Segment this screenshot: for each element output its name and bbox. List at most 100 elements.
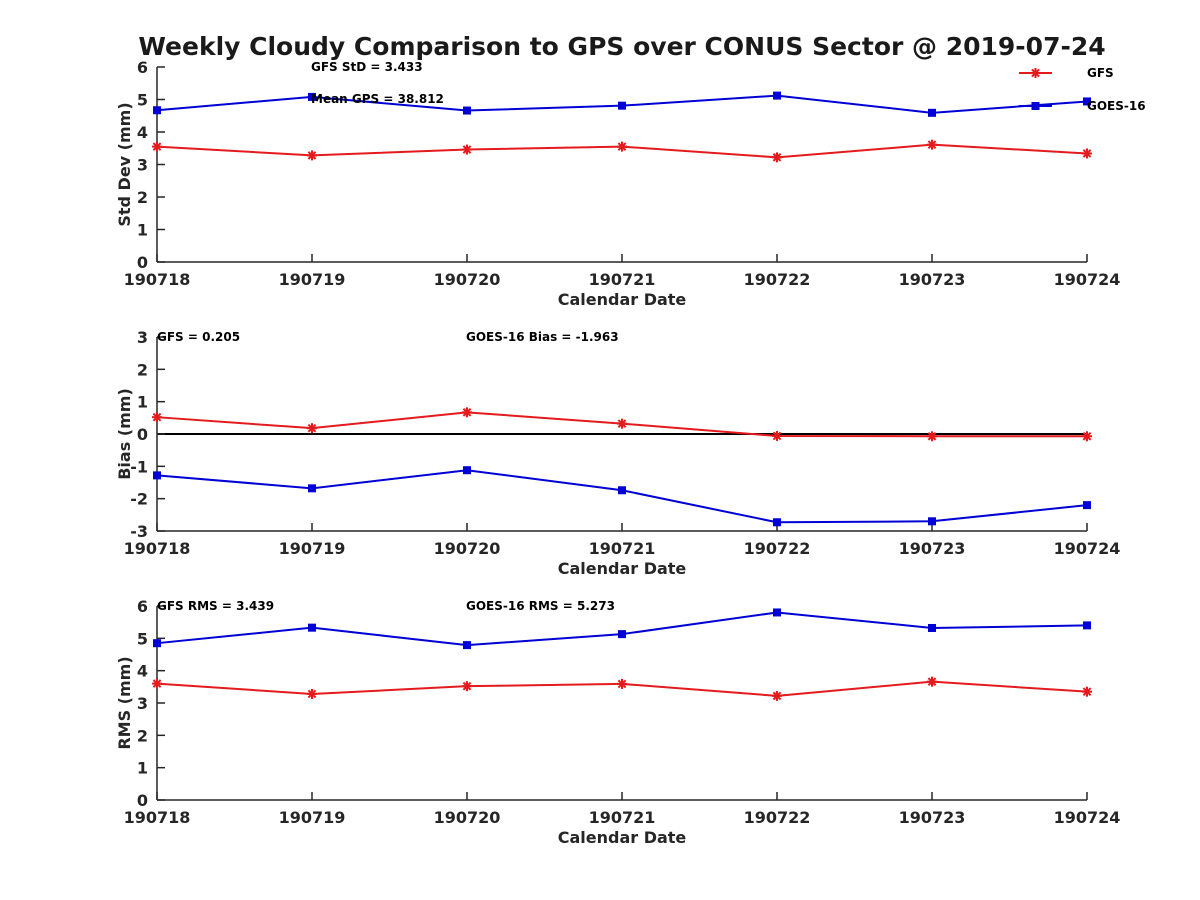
subplot-1: 0 1 2 3 4 5 6 190718 190719 190720 190721 190722 190… [115,58,1120,309]
x-tick-label: 190724 [1054,539,1121,558]
data-point-goes-16 [308,484,316,493]
x-axis-label: Calendar Date [558,828,687,847]
legend-label: GOES-16 [1087,99,1146,113]
y-tick-label: -2 [130,490,148,509]
x-tick-label: 190718 [124,270,191,289]
data-point-goes-16 [618,486,626,495]
data-point-gfs [1082,148,1092,159]
data-point-goes-16 [1083,97,1091,106]
y-tick-label: 3 [137,694,148,713]
data-point-goes-16 [773,91,781,100]
data-point-gfs [927,676,937,687]
data-point-gfs [617,678,627,689]
x-tick-label: 190722 [744,270,811,289]
data-point-gfs [152,141,162,152]
x-tick-label: 190724 [1054,270,1121,289]
annotation: GFS = 0.205 [157,330,240,344]
series-line-goes-16 [156,611,1088,647]
x-tick-label: 190722 [744,808,811,827]
data-point-goes-16 [153,471,161,480]
data-point-goes-16 [308,92,316,101]
data-point-gfs [772,430,782,441]
y-axis-label: Std Dev (mm) [115,102,134,226]
legend-label: GFS [1087,66,1114,80]
y-axis-label: RMS (mm) [115,656,134,749]
y-tick-label: 2 [137,726,148,745]
y-tick-label: 5 [137,629,148,648]
data-point-gfs [1082,431,1092,442]
x-tick-label: 190719 [279,808,346,827]
legend-marker-gfs [1030,68,1041,78]
data-point-goes-16 [153,106,161,115]
data-point-gfs [307,150,317,161]
data-point-goes-16 [463,641,471,650]
y-tick-label: 3 [137,156,148,175]
annotation: GOES-16 Bias = -1.963 [466,330,619,344]
y-tick-label: 4 [137,662,148,681]
series-line-goes-16 [156,469,1088,524]
data-point-gfs [307,688,317,699]
data-point-goes-16 [463,106,471,115]
y-tick-label: 4 [137,123,148,142]
data-point-gfs [462,407,472,418]
subplot-3: 0 1 2 3 4 5 6 190718 190719 190720 190721 190722 190… [115,597,1120,847]
y-tick-label: 1 [137,221,148,240]
y-tick-label: 1 [137,393,148,412]
data-point-gfs [152,678,162,689]
data-point-goes-16 [308,623,316,632]
data-point-goes-16 [928,623,936,632]
data-point-gfs [927,139,937,150]
x-tick-label: 190718 [124,539,191,558]
data-point-goes-16 [1083,621,1091,630]
data-point-gfs [462,681,472,692]
data-point-gfs [617,418,627,429]
y-tick-label: 6 [137,597,148,616]
x-tick-label: 190723 [899,808,966,827]
y-tick-label: 3 [137,328,148,347]
data-point-gfs [307,423,317,434]
x-tick-label: 190721 [589,270,656,289]
y-tick-label: 6 [137,58,148,77]
x-tick-label: 190721 [589,808,656,827]
y-tick-label: 2 [137,188,148,207]
data-point-gfs [1082,686,1092,697]
data-point-goes-16 [928,517,936,526]
data-point-gfs [772,690,782,701]
y-tick-label: 0 [137,791,148,810]
chart-title: Weekly Cloudy Comparison to GPS over CON… [138,32,1105,61]
legend-marker-goes-16 [1031,102,1040,110]
x-axis-label: Calendar Date [558,290,687,309]
y-tick-label: -1 [130,457,148,476]
data-point-goes-16 [463,466,471,475]
legend-entry-gfs: GFS [1019,66,1114,80]
y-tick-label: -3 [130,522,148,541]
data-point-goes-16 [773,518,781,527]
data-point-goes-16 [773,608,781,617]
data-point-gfs [772,152,782,163]
y-tick-label: 0 [137,253,148,272]
data-point-goes-16 [153,639,161,648]
annotation: Mean GPS = 38.812 [311,92,444,106]
data-point-gfs [152,412,162,423]
data-point-goes-16 [928,108,936,117]
data-point-gfs [927,431,937,442]
annotation: GFS RMS = 3.439 [157,599,274,613]
data-point-gfs [462,144,472,155]
y-tick-label: 5 [137,91,148,110]
panels: 0 1 2 3 4 5 6 190718 190719 190720 190721 190722 190… [115,58,1120,847]
annotation: GOES-16 RMS = 5.273 [466,599,615,613]
x-tick-label: 190718 [124,808,191,827]
x-tick-label: 190722 [744,539,811,558]
x-tick-label: 190719 [279,539,346,558]
x-tick-label: 190720 [434,808,501,827]
data-point-goes-16 [618,101,626,110]
x-tick-label: 190719 [279,270,346,289]
y-axis-label: Bias (mm) [115,388,134,480]
x-tick-label: 190723 [899,539,966,558]
legend: GFS GOES-16 [1019,66,1146,113]
legend-entry-goes-16: GOES-16 [1019,99,1146,113]
subplot-2: -3 -2 -1 0 1 2 3 190718 190719 190720 190721 190722… [115,328,1120,578]
y-tick-label: 1 [137,759,148,778]
y-tick-label: 2 [137,360,148,379]
